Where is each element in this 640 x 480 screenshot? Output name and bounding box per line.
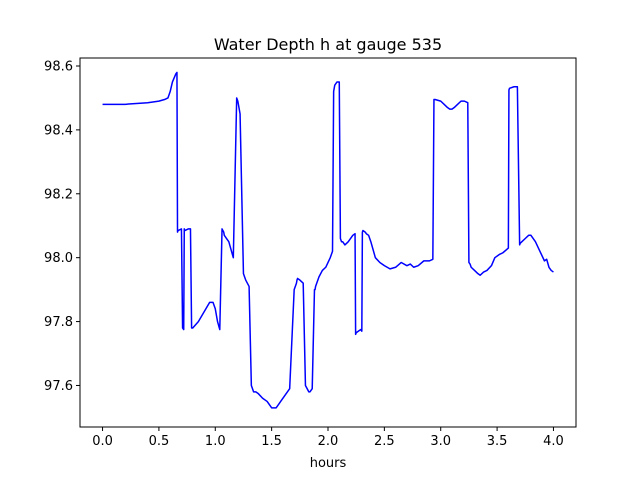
x-tick-label: 0.0 — [92, 434, 113, 449]
chart-title: Water Depth h at gauge 535 — [214, 35, 442, 54]
x-tick-label: 2.5 — [374, 434, 395, 449]
y-tick-label: 97.6 — [44, 379, 73, 394]
axes-frame — [79, 57, 577, 428]
y-tick-label: 98.0 — [44, 251, 73, 266]
x-tick-label: 1.0 — [205, 434, 226, 449]
y-tick-label: 98.4 — [44, 123, 73, 138]
series-line-0 — [102, 71, 554, 409]
plot-area — [102, 71, 554, 409]
y-tick-label: 98.6 — [44, 59, 73, 74]
y-tick-label: 97.8 — [44, 315, 73, 330]
x-axis-label: hours — [310, 456, 347, 471]
x-tick-label: 1.5 — [261, 434, 282, 449]
y-axis-ticks: 97.6 97.8 98.0 98.2 98.4 98.6 — [44, 59, 80, 394]
x-tick-label: 3.0 — [430, 434, 451, 449]
x-tick-label: 4.0 — [543, 434, 564, 449]
x-tick-label: 3.5 — [487, 434, 508, 449]
x-axis-ticks: 0.0 0.5 1.0 1.5 2.0 2.5 3.0 3.5 4.0 — [92, 427, 564, 449]
y-tick-label: 98.2 — [44, 187, 73, 202]
x-tick-label: 2.0 — [318, 434, 339, 449]
x-tick-label: 0.5 — [149, 434, 170, 449]
